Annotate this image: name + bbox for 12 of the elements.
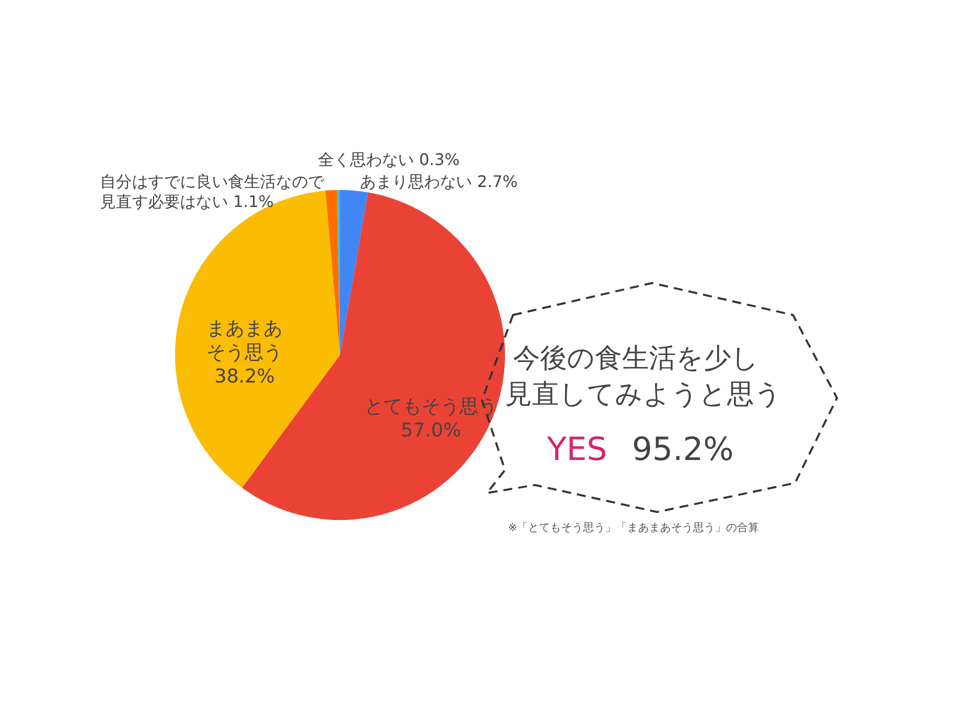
text: 今後の食生活を少し (513, 342, 759, 376)
text: YES (547, 430, 608, 468)
slice-label: あまり思わない 2.7% (360, 172, 518, 192)
text: ※「とてもそう思う」「まあまあそう思う」の合算 (508, 520, 760, 535)
text: 見直してみようと思う (505, 378, 782, 412)
slice-label: 全く思わない 0.3% (318, 150, 460, 170)
data-label: 38.2% (214, 365, 275, 388)
slice-label: 自分はすでに良い食生活なので見直す必要はない 1.1% (100, 172, 326, 212)
slice-label: とてもそう思う (364, 395, 498, 418)
slice-label: まあまあそう思う (206, 318, 283, 364)
text: 95.2% (632, 430, 734, 468)
data-label: 57.0% (400, 418, 462, 441)
